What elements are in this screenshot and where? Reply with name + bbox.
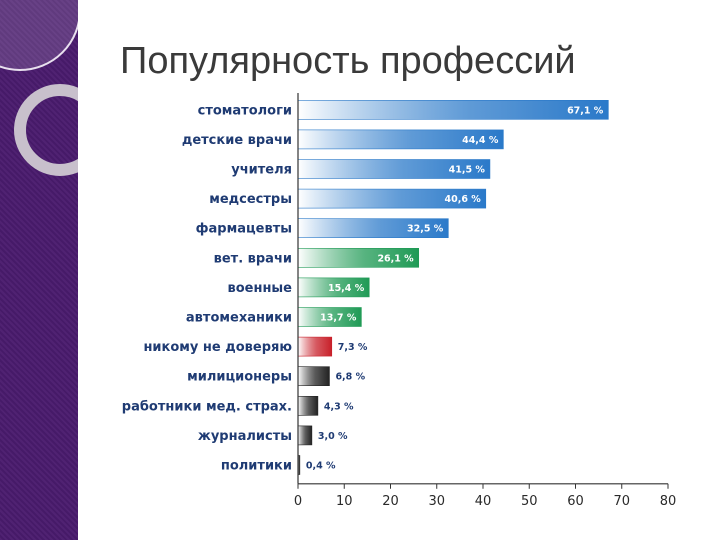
value-label: 26,1 %: [377, 253, 414, 264]
value-label: 4,3 %: [324, 401, 354, 412]
category-label: военные: [227, 281, 292, 296]
category-label: медсестры: [209, 192, 292, 207]
category-label: работники мед. страх.: [122, 399, 292, 414]
value-label: 0,4 %: [306, 461, 336, 472]
x-tick-label: 30: [428, 494, 445, 509]
decorative-circles: [0, 0, 78, 176]
x-tick-label: 40: [475, 494, 492, 509]
value-label: 41,5 %: [449, 165, 486, 176]
category-label: журналисты: [198, 429, 292, 444]
decorative-circle-large: [0, 0, 78, 71]
x-tick-label: 0: [294, 494, 302, 509]
value-label: 6,8 %: [335, 372, 365, 383]
bar: [297, 425, 313, 446]
category-label: милиционеры: [187, 370, 292, 385]
category-label: стоматологи: [198, 103, 292, 118]
slide-sidebar: [0, 0, 78, 540]
x-tick-label: 70: [613, 494, 630, 509]
value-label: 40,6 %: [445, 194, 482, 205]
value-label: 15,4 %: [328, 283, 365, 294]
x-tick-label: 80: [660, 494, 677, 509]
bar: [297, 395, 319, 416]
category-label: детские врачи: [182, 133, 292, 148]
decorative-ring: [14, 84, 78, 176]
x-tick-label: 10: [336, 494, 353, 509]
value-label: 32,5 %: [407, 224, 444, 235]
category-label: вет. врачи: [214, 251, 292, 266]
x-tick-label: 60: [567, 494, 584, 509]
category-label: политики: [221, 459, 292, 474]
slide-title: Популярность профессий: [120, 40, 576, 82]
bar: [297, 336, 333, 357]
bar: [297, 366, 330, 387]
category-label: учителя: [231, 163, 292, 178]
value-label: 3,0 %: [318, 431, 348, 442]
x-tick-label: 20: [382, 494, 399, 509]
x-tick-label: 50: [521, 494, 538, 509]
value-label: 13,7 %: [320, 313, 357, 324]
value-label: 44,4 %: [462, 135, 499, 146]
bar: [297, 100, 609, 120]
value-label: 7,3 %: [338, 342, 368, 353]
category-label: автомеханики: [186, 311, 292, 326]
value-label: 67,1 %: [567, 105, 604, 116]
category-label: никому не доверяю: [143, 340, 292, 355]
category-label: фармацевты: [196, 222, 292, 237]
